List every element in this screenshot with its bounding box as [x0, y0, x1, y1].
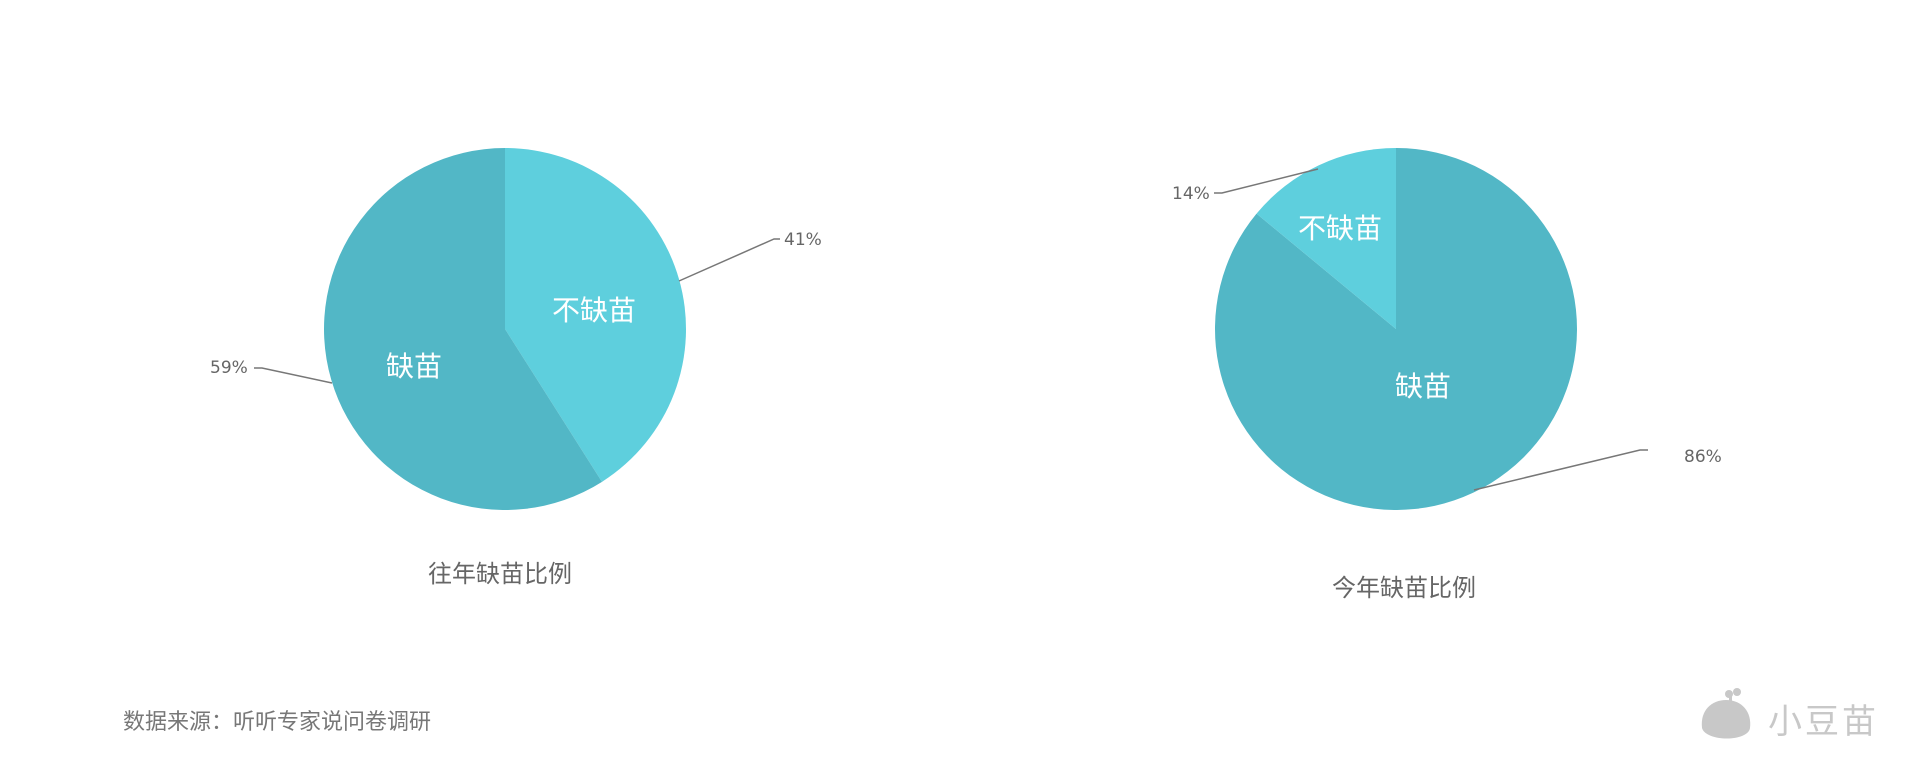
- data-source-note: 数据来源：听听专家说问卷调研: [123, 710, 432, 735]
- leader-line: [678, 238, 780, 282]
- pct-label: 59%: [210, 358, 248, 378]
- logo-bean-icon: [1701, 688, 1751, 739]
- slice-label: 缺苗: [386, 350, 442, 383]
- slice-missing: [324, 148, 602, 511]
- leader-line: [254, 367, 333, 384]
- pct-label: 14%: [1172, 184, 1210, 204]
- pct-label: 86%: [1684, 447, 1722, 467]
- leader-line: [1214, 168, 1319, 194]
- leader-line: [1473, 449, 1648, 491]
- pct-label: 41%: [784, 230, 822, 250]
- logo: 小豆苗: [1696, 688, 1896, 744]
- slice-not-missing: [1256, 148, 1396, 329]
- chart-title: 今年缺苗比例: [1332, 574, 1476, 602]
- slice-label: 缺苗: [1395, 370, 1451, 403]
- logo-text: 小豆苗: [1768, 702, 1879, 742]
- slice-label: 不缺苗: [1298, 212, 1382, 245]
- chart-title: 往年缺苗比例: [428, 560, 572, 588]
- slice-label: 不缺苗: [552, 294, 636, 327]
- slice-not-missing: [505, 148, 687, 482]
